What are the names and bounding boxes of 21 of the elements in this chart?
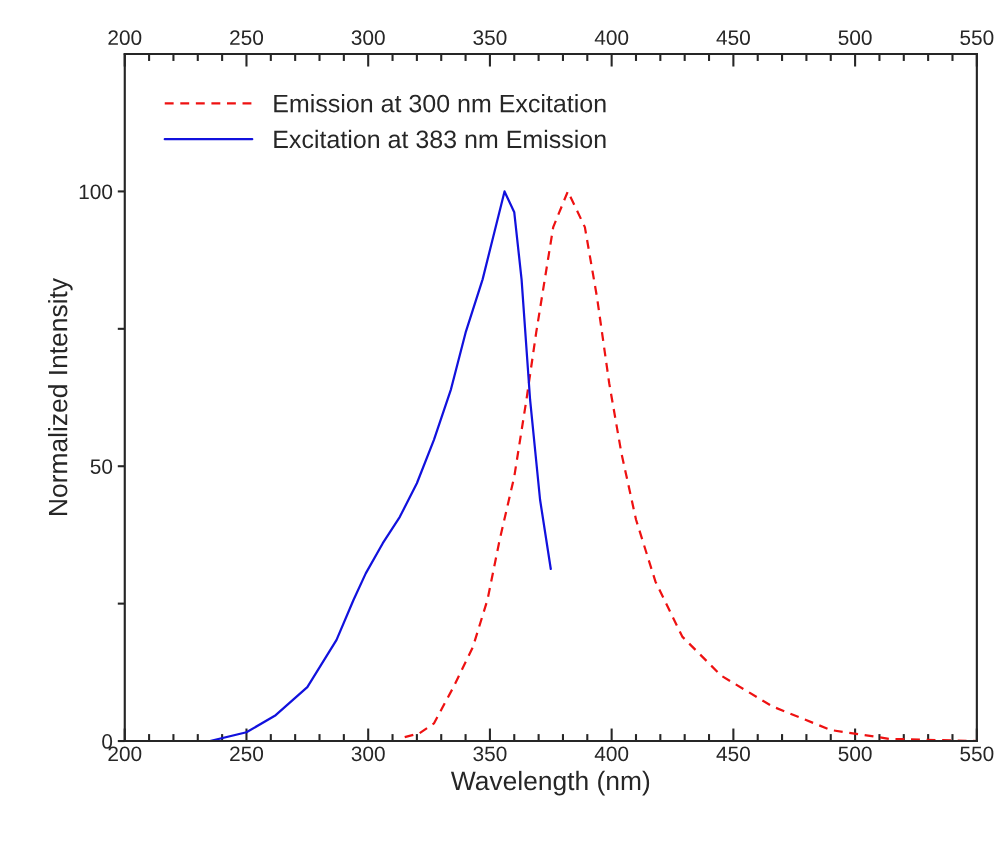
x-tick-label: 300 [351, 746, 385, 762]
x-tick-label: 550 [960, 746, 994, 762]
x2-tick-label: 550 [960, 30, 994, 46]
x-tick-label: 250 [230, 746, 264, 762]
x2-tick-label: 400 [594, 30, 629, 46]
x2-tick-label: 200 [108, 30, 142, 46]
x2-tick-label: 350 [473, 30, 507, 46]
legend-label: Excitation at 383 nm Emission [274, 129, 606, 149]
x-tick-label: 450 [716, 746, 750, 762]
x2-tick-label: 500 [838, 30, 872, 46]
y-axis-title: Normalized Intensity [48, 278, 73, 515]
legend-label: Emission at 300 nm Excitation [274, 94, 606, 113]
x-tick-label: 500 [838, 746, 872, 762]
x2-tick-label: 250 [230, 30, 264, 46]
y-tick-label: 100 [79, 184, 113, 200]
x-tick-label: 400 [594, 746, 629, 762]
y-tick-label: 50 [90, 459, 113, 474]
x-tick-label: 350 [473, 746, 507, 762]
x2-tick-label: 300 [351, 30, 385, 46]
x-axis-title: Wavelength (nm) [450, 770, 650, 796]
x2-tick-label: 450 [716, 30, 750, 46]
